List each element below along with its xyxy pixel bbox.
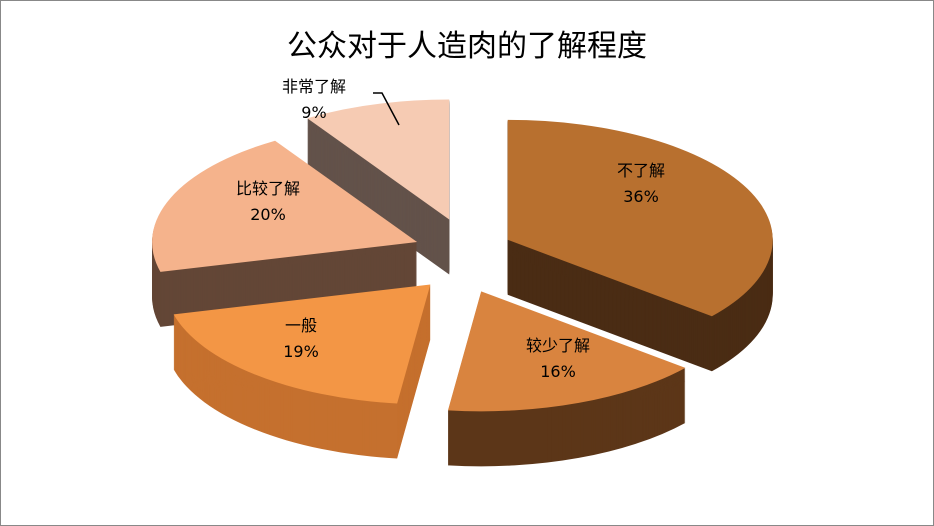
pie-slice-2	[173, 284, 431, 459]
pie-slice-top-3	[152, 140, 418, 272]
chart-title: 公众对于人造肉的了解程度	[287, 29, 647, 64]
pie-slice-top-0	[507, 119, 773, 317]
label-slice-2: 一般 19%	[283, 316, 319, 361]
pie-slice-1	[447, 291, 686, 467]
pie-slice-4	[307, 99, 450, 275]
label-slice-3: 比较了解 20%	[235, 179, 301, 224]
pie-slice-3	[152, 140, 418, 327]
pie-slice-top-2	[173, 284, 431, 404]
pie-slice-top-4	[307, 99, 450, 220]
label-slice-4: 非常了解 9%	[281, 77, 347, 122]
pie-slice-0	[507, 119, 773, 372]
pie-slice-top-1	[447, 291, 686, 412]
label-slice-0: 不了解 36%	[616, 161, 666, 206]
leader-line	[373, 92, 400, 126]
label-slice-1: 较少了解 16%	[525, 336, 591, 381]
